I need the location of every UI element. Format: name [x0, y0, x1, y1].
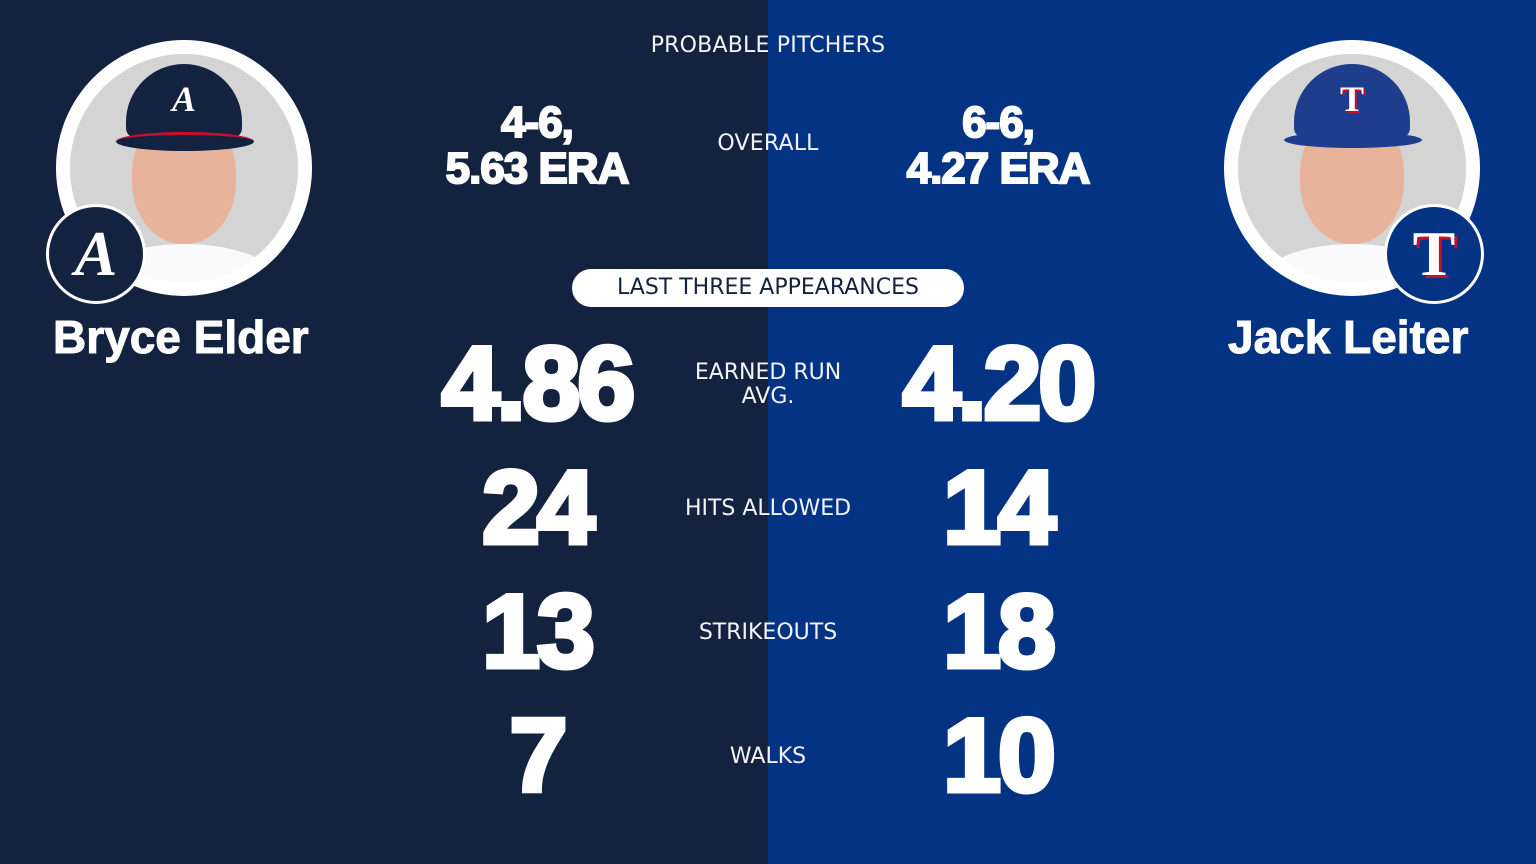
stat-strikeouts-right: 18 [941, 574, 1059, 690]
stat-label-strikeouts: STRIKEOUTS [698, 620, 838, 645]
stat-walks-left: 7 [507, 698, 570, 814]
stat-label-hits: HITS ALLOWED [684, 496, 852, 521]
stat-walks-right: 10 [941, 698, 1059, 814]
page-title: PROBABLE PITCHERS [650, 33, 886, 58]
stat-era-left: 4.86 [439, 326, 637, 442]
overall-record-right: 6-6, 4.27 ERA [906, 98, 1092, 193]
stat-era-right: 4.20 [900, 326, 1098, 442]
stat-label-era: EARNED RUN AVG. [694, 360, 842, 409]
section-pill-last-three: LAST THREE APPEARANCES [572, 269, 964, 307]
stat-hits-left: 24 [480, 450, 598, 566]
stat-label-walks: WALKS [729, 744, 807, 769]
rangers-logo-icon: T [1384, 204, 1484, 304]
player-name-right: Jack Leiter [1227, 311, 1469, 364]
braves-logo-icon: A [46, 204, 146, 304]
stat-hits-right: 14 [941, 450, 1059, 566]
overall-label: OVERALL [717, 131, 819, 156]
stat-strikeouts-left: 13 [480, 574, 598, 690]
player-name-left: Bryce Elder [53, 311, 310, 364]
overall-record-left: 4-6, 5.63 ERA [445, 98, 631, 193]
